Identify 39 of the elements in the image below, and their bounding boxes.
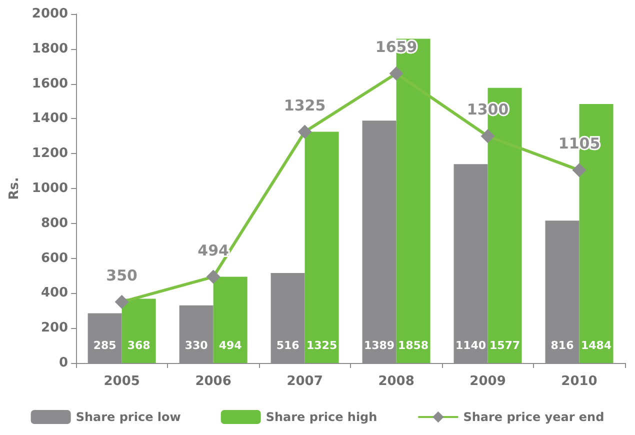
x-tick-label: 2008	[378, 374, 414, 389]
legend-label: Share price low	[76, 410, 181, 424]
data-label: 494	[198, 241, 229, 260]
y-tick-label: 1600	[32, 76, 68, 92]
y-tick-label: 1200	[32, 146, 68, 162]
y-tick-label: 0	[59, 356, 68, 370]
y-tick-label: 1800	[32, 41, 68, 56]
data-label: 1325	[306, 339, 338, 352]
data-label: 350	[106, 266, 138, 284]
data-label: 1140	[455, 339, 486, 352]
data-label: 1858	[398, 339, 429, 352]
y-tick-label: 600	[40, 250, 68, 266]
data-label: 1577	[489, 339, 520, 352]
y-tick-label: 400	[40, 286, 68, 301]
y-tick-label: 200	[40, 320, 68, 336]
x-tick-label: 2006	[195, 374, 232, 389]
data-label: 368	[127, 339, 150, 352]
x-tick-label: 2007	[286, 374, 323, 389]
x-tick-label: 2010	[561, 374, 598, 389]
y-tick-label: 800	[40, 216, 68, 231]
x-tick-label: 2005	[104, 374, 140, 389]
data-label: 1325	[284, 96, 326, 114]
data-label: 285	[93, 339, 116, 352]
bar	[304, 132, 339, 363]
legend-label: Share price high	[266, 410, 378, 424]
y-tick-label: 1000	[32, 181, 68, 196]
x-tick-label: 2009	[470, 374, 506, 389]
data-label: 330	[184, 339, 208, 352]
data-label: 816	[550, 339, 574, 352]
data-label: 1389	[364, 339, 395, 352]
y-tick-label: 1400	[32, 111, 68, 126]
legend-label: Share price year end	[463, 410, 604, 424]
bar	[213, 276, 248, 363]
y-tick-label: 2000	[32, 6, 68, 22]
data-label: 1484	[580, 339, 612, 352]
data-label: 516	[276, 339, 300, 352]
bar	[122, 298, 156, 363]
y-axis-title: Rs.	[7, 177, 22, 200]
data-label: 494	[218, 339, 242, 352]
